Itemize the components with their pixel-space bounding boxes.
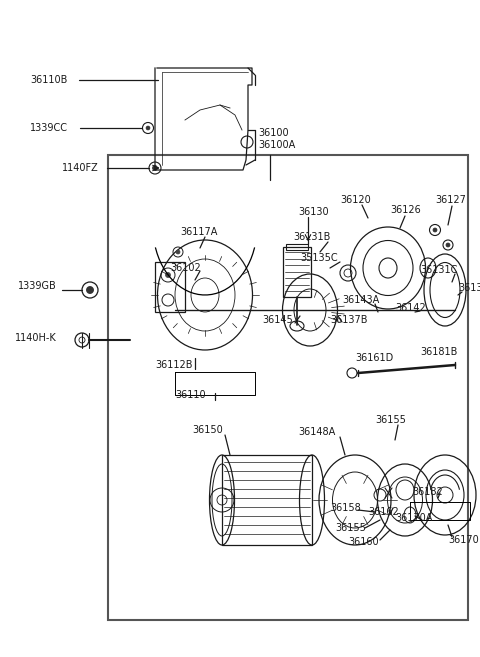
- Circle shape: [153, 166, 157, 171]
- Text: 36130: 36130: [298, 207, 329, 217]
- Text: 36137B: 36137B: [330, 315, 368, 325]
- Text: 36127: 36127: [435, 195, 466, 205]
- Circle shape: [446, 243, 450, 247]
- Text: 36100A: 36100A: [258, 140, 295, 150]
- Circle shape: [86, 286, 94, 294]
- Text: 36181B: 36181B: [420, 347, 457, 357]
- Bar: [286, 244, 308, 250]
- Text: 36160: 36160: [348, 537, 379, 547]
- Text: 36126: 36126: [390, 205, 421, 215]
- Text: 36102: 36102: [170, 263, 201, 273]
- Text: 36145: 36145: [262, 315, 293, 325]
- Text: 36120: 36120: [340, 195, 371, 205]
- Text: 36142: 36142: [395, 303, 426, 313]
- Circle shape: [146, 126, 150, 130]
- Text: 36155: 36155: [335, 523, 366, 533]
- Text: 36110: 36110: [175, 390, 205, 400]
- Circle shape: [166, 273, 170, 277]
- Text: 36100: 36100: [258, 128, 288, 138]
- Text: 36117A: 36117A: [180, 227, 217, 237]
- Text: 1140FZ: 1140FZ: [62, 163, 99, 173]
- Text: 36112B: 36112B: [155, 360, 192, 370]
- Text: 36143A: 36143A: [342, 295, 379, 305]
- Text: 1140H-K: 1140H-K: [15, 333, 57, 343]
- Circle shape: [176, 250, 180, 254]
- Text: 36139: 36139: [458, 283, 480, 293]
- Text: 36182: 36182: [412, 487, 443, 497]
- Text: 36110B: 36110B: [30, 75, 67, 85]
- Text: 36170A: 36170A: [395, 513, 432, 523]
- Text: 36148A: 36148A: [298, 427, 335, 437]
- Text: 36150: 36150: [192, 425, 223, 435]
- Bar: [155, 262, 185, 312]
- Bar: [108, 155, 468, 620]
- Text: 1339GB: 1339GB: [18, 281, 57, 291]
- Text: 36155: 36155: [375, 415, 406, 425]
- Circle shape: [433, 228, 437, 232]
- Text: 36162: 36162: [368, 507, 399, 517]
- Bar: [222, 455, 312, 545]
- Text: 36161D: 36161D: [355, 353, 393, 363]
- Text: 36170: 36170: [448, 535, 479, 545]
- Text: 35135C: 35135C: [300, 253, 337, 263]
- Text: 36131C: 36131C: [420, 265, 457, 275]
- Text: 36131B: 36131B: [293, 232, 330, 242]
- Bar: [283, 247, 311, 297]
- Text: 1339CC: 1339CC: [30, 123, 68, 133]
- Text: 36158: 36158: [330, 503, 361, 513]
